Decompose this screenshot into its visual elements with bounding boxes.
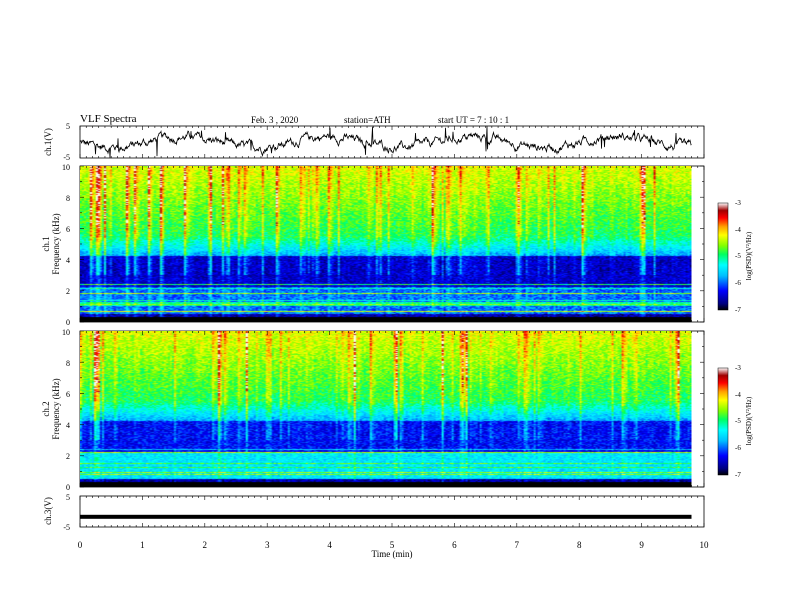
ch3-waveform-frame [79,495,705,528]
start-time-label: start UT = 7 : 10 : 1 [438,115,510,125]
x-tick-label: 4 [327,540,332,550]
ch1-ytick-top: 5 [66,122,70,131]
spec1-ytick-0: 0 [66,318,70,327]
x-tick-label: 2 [203,540,208,550]
station-label: station=ATH [344,115,391,125]
x-tick-label: 3 [265,540,270,550]
ch1-waveform-line [79,126,692,158]
ch3-ytick-top: 5 [66,493,70,502]
x-tick-label: 9 [639,540,644,550]
x-tick-label: 6 [452,540,457,550]
cbar1-tick: -3 [735,199,741,207]
ch1-spectrogram-image [80,166,692,322]
date-label: Feb. 3 , 2020 [251,115,299,125]
spec2-ytick-10: 10 [62,328,70,337]
cbar1-tick: -5 [735,252,741,260]
spec1-ytick-4: 4 [66,256,70,265]
ch3-ytick-bottom: -5 [63,523,70,532]
ch1-ytick-bottom: -5 [63,153,70,162]
spec1-ytick-8: 8 [66,194,70,203]
ch1-waveform-frame [79,125,705,159]
x-tick-label: 7 [515,540,520,550]
spec2-ytick-8: 8 [66,359,70,368]
cbar1-tick: -4 [735,226,741,234]
axis-ticks [79,126,705,527]
cbar2-tick: -6 [735,444,741,452]
spec1-ylabel-bottom: Frequency (kHz) [51,213,61,274]
cbar2-tick: -4 [735,391,741,399]
spec1-ytick-6: 6 [66,225,70,234]
x-tick-label: 0 [78,540,83,550]
spec2-ytick-0: 0 [66,483,70,492]
spec2-ytick-4: 4 [66,421,70,430]
cbar2-tick: -3 [735,364,741,372]
x-tick-label: 1 [140,540,145,550]
ch1-waveform-ylabel: ch.1(V) [43,128,53,156]
spec1-ylabel-top: ch.1 [41,236,51,251]
spec2-ylabel-top: ch.2 [41,401,51,416]
figure-title: VLF Spectra [80,113,137,125]
x-tick-label: 8 [577,540,582,550]
ch3-waveform-line [80,514,692,519]
ch3-waveform-ylabel: ch.3(V) [43,497,53,525]
x-axis-label: Time (min) [372,549,413,559]
cbar1-tick: -7 [735,306,741,314]
x-tick-labels: 0 1 2 3 4 5 6 7 8 9 10 [78,540,709,550]
spec1-ytick-10: 10 [62,163,70,172]
spec1-ytick-2: 2 [66,287,70,296]
spec2-ytick-6: 6 [66,390,70,399]
ch2-spectrogram-image [80,331,692,487]
cbar2-tick: -5 [735,417,741,425]
cbar2-label: log(PSD)(V²/Hz) [745,396,753,445]
spec2-ylabel-bottom: Frequency (kHz) [51,378,61,439]
x-tick-label: 5 [390,540,395,550]
cbar1-label: log(PSD)(V²/Hz) [745,231,753,280]
x-tick-label: 10 [700,540,710,550]
ch2-colorbar [717,367,729,476]
spec2-ytick-2: 2 [66,452,70,461]
cbar1-tick: -6 [735,279,741,287]
cbar2-tick: -7 [735,471,741,479]
ch1-colorbar [717,202,729,311]
